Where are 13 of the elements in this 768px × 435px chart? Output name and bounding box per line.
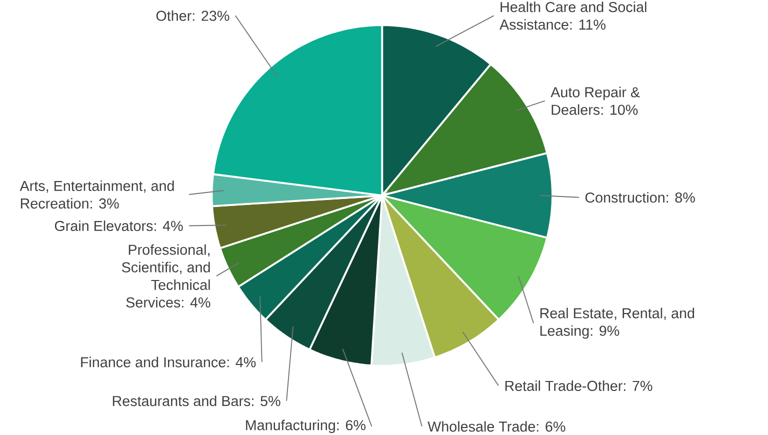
slice-label: Arts, Entertainment, and Recreation: 3% <box>20 180 174 209</box>
slice-label: Wholesale Trade: 6% <box>428 421 566 432</box>
slice-label: Auto Repair & Dealers: 10% <box>550 86 640 116</box>
slice-label: Construction: 8% <box>585 192 695 203</box>
slice-label: Restaurants and Bars: 5% <box>112 396 280 406</box>
slice-label: Grain Elevators: 4% <box>54 220 183 232</box>
slice-label: Finance and Insurance: 4% <box>81 356 256 368</box>
slice-label: Retail Trade-Other: 7% <box>505 380 652 392</box>
slice-label: Real Estate, Rental, and Leasing: 9% <box>540 308 694 339</box>
slice-label: Professional, Scientific, and Technical Services: 4% <box>122 244 210 308</box>
slice-label: Health Care and Social Assistance: 11% <box>500 2 646 30</box>
slice-label: Other: 23% <box>156 10 230 22</box>
slice-label: Manufacturing: 6% <box>246 420 366 434</box>
